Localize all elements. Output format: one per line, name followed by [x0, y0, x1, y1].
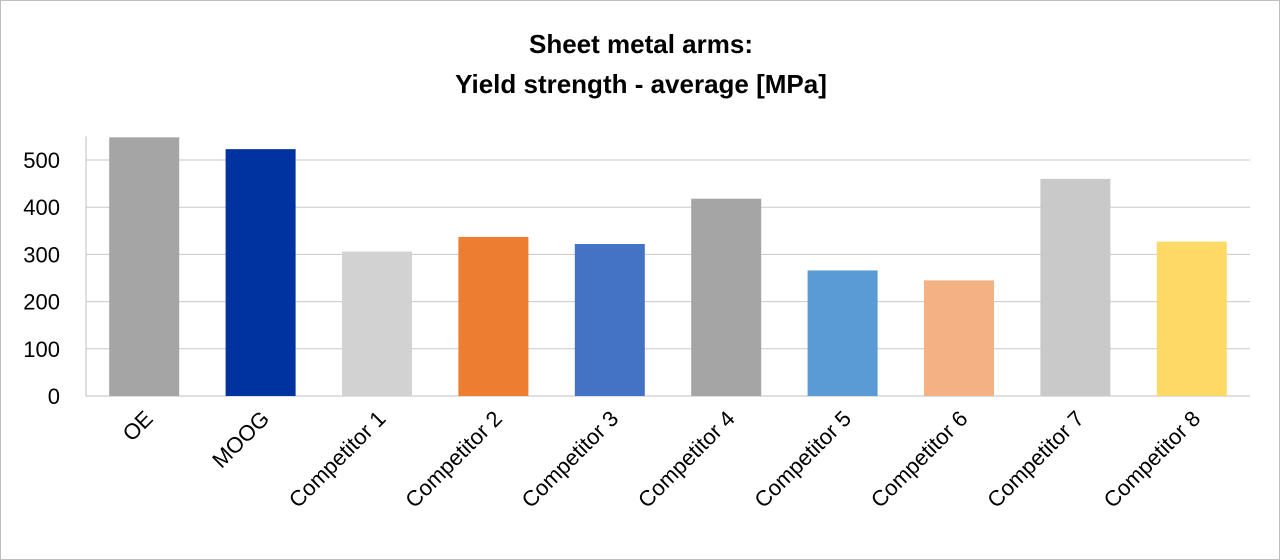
chart-title: Sheet metal arms:: [529, 29, 753, 59]
y-tick-label: 200: [23, 290, 60, 315]
bar: [109, 137, 180, 396]
y-tick-label: 100: [23, 337, 60, 362]
bar: [691, 198, 762, 396]
chart-subtitle: Yield strength - average [MPa]: [455, 69, 827, 99]
bar: [807, 270, 878, 396]
bar: [225, 149, 296, 396]
x-tick-label: Competitor 8: [1099, 406, 1206, 513]
y-tick-label: 400: [23, 195, 60, 220]
x-tick-label: Competitor 7: [982, 406, 1089, 513]
y-tick-label: 500: [23, 148, 60, 173]
bar: [342, 251, 412, 396]
x-tick-label: Competitor 5: [749, 406, 856, 513]
bar: [924, 280, 994, 396]
x-tick-label: Competitor 2: [400, 406, 507, 513]
x-tick-label: Competitor 4: [633, 406, 740, 513]
x-tick-label: OE: [118, 406, 158, 446]
x-tick-label: Competitor 6: [866, 406, 973, 513]
y-tick-label: 0: [48, 384, 60, 409]
x-tick-label: MOOG: [207, 406, 274, 473]
x-tick-label: Competitor 1: [284, 406, 391, 513]
bar: [458, 236, 529, 396]
x-tick-label: Competitor 3: [517, 406, 624, 513]
y-tick-label: 300: [23, 242, 60, 267]
bar: [574, 244, 645, 396]
bar: [1156, 241, 1227, 396]
bar: [1040, 178, 1111, 396]
